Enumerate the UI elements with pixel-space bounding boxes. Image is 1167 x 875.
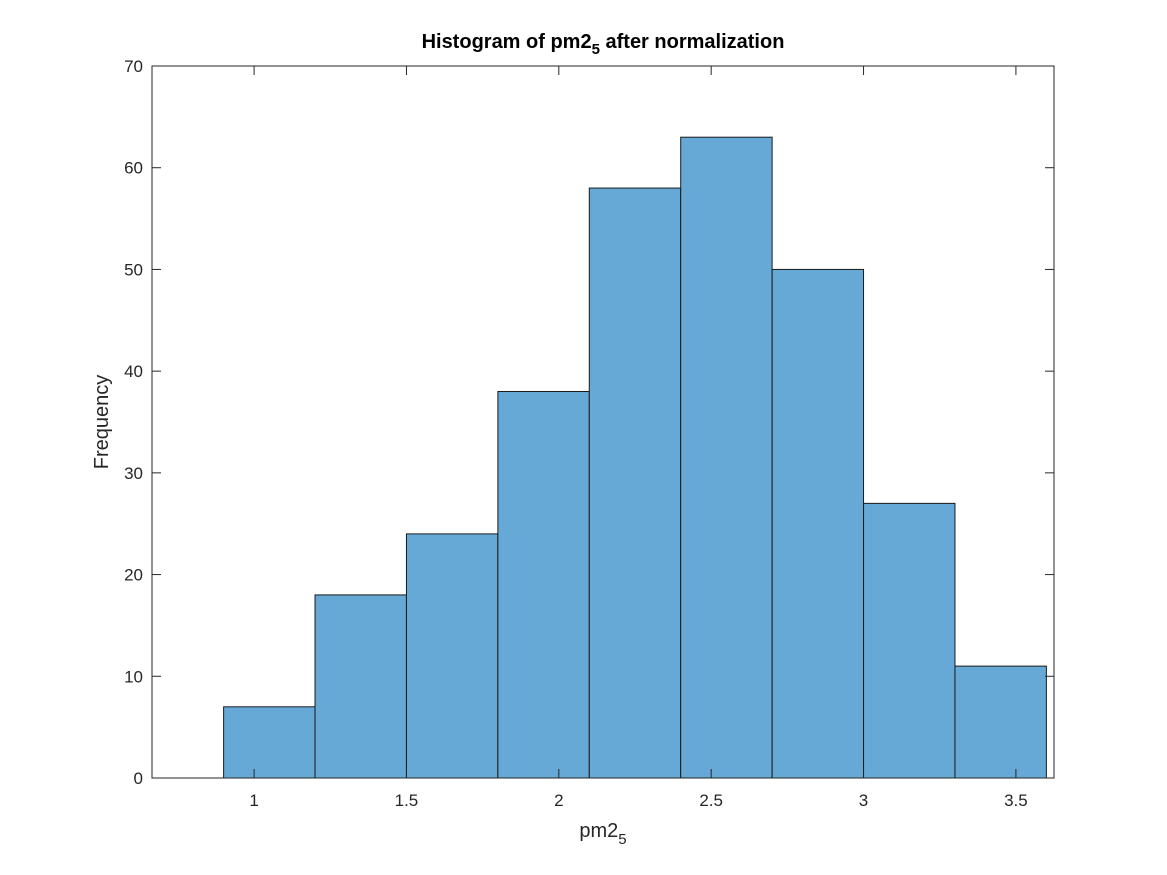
histogram-bar xyxy=(223,706,316,779)
histogram-bar xyxy=(954,665,1047,779)
histogram-bar xyxy=(680,136,773,779)
y-tick-label: 50 xyxy=(124,260,143,279)
x-axis-label-main: pm2 xyxy=(579,820,618,842)
chart-title: Histogram of pm25 after normalization xyxy=(422,31,785,58)
y-tick-label: 40 xyxy=(124,362,143,381)
x-tick-label: 2.5 xyxy=(699,791,723,810)
y-tick-label: 0 xyxy=(134,769,143,788)
histogram-bar xyxy=(314,594,407,779)
histogram-bar xyxy=(588,187,682,779)
x-tick-label: 1 xyxy=(249,791,258,810)
y-tick-label: 20 xyxy=(124,566,143,585)
axes-box xyxy=(151,65,1055,779)
x-axis-label: pm25 xyxy=(579,820,626,848)
histogram-bar xyxy=(771,268,865,779)
histogram-bar xyxy=(405,533,499,779)
title-main: Histogram of pm2 xyxy=(422,31,592,53)
x-tick-label: 2 xyxy=(554,791,563,810)
x-tick-label: 3.5 xyxy=(1004,791,1028,810)
histogram-bar xyxy=(497,390,590,779)
y-tick-label: 10 xyxy=(124,667,143,686)
y-axis-label: Frequency xyxy=(91,375,113,470)
y-tick-label: 70 xyxy=(124,57,143,76)
title-subscript: 5 xyxy=(592,41,600,58)
histogram-bar xyxy=(863,502,956,779)
x-axis-label-subscript: 5 xyxy=(618,831,626,848)
x-tick-label: 3 xyxy=(859,791,868,810)
y-tick-label: 60 xyxy=(124,159,143,178)
x-tick-label: 1.5 xyxy=(395,791,419,810)
y-tick-label: 30 xyxy=(124,464,143,483)
title-rest: after normalization xyxy=(600,31,784,53)
bars-group xyxy=(223,136,1047,779)
ticks-group: 1 1.5 2 2.5 3 3.5 0 10 20 30 40 50 60 70 xyxy=(124,57,1054,810)
